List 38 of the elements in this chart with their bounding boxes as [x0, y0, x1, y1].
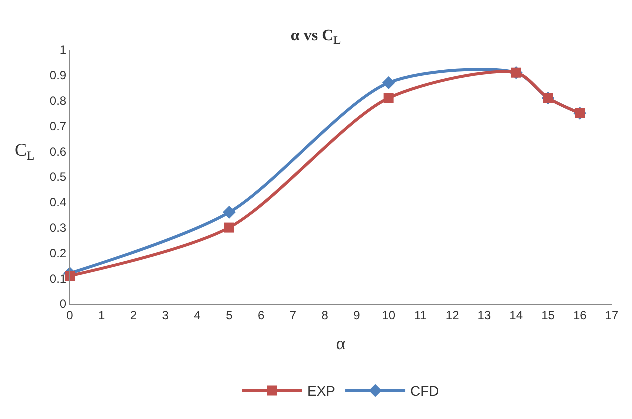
- x-tick-label: 5: [226, 308, 234, 322]
- x-tick-label: 14: [510, 308, 524, 322]
- point: [224, 222, 234, 233]
- point: [382, 76, 396, 90]
- x-tick-label: 16: [573, 308, 588, 322]
- y-tick-label: 0.8: [50, 94, 67, 108]
- x-tick-label: 12: [446, 308, 460, 322]
- x-tick-label: 15: [542, 308, 556, 322]
- y-tick-label: 0.2: [50, 246, 67, 260]
- y-tick-label: 0.7: [50, 119, 67, 134]
- y-tick-label: 0.6: [50, 144, 67, 159]
- y-tick-label: 0.3: [50, 221, 67, 235]
- x-tick-label: 9: [354, 308, 361, 322]
- point: [65, 271, 75, 282]
- x-tick-label: 2: [130, 308, 138, 322]
- legend-label: EXP: [308, 383, 336, 400]
- x-tick-label: 7: [290, 308, 297, 322]
- chart-title: α vs C$_{L}$: [290, 28, 342, 47]
- y-tick-label: 0.5: [50, 170, 67, 184]
- point: [384, 93, 394, 104]
- x-axis-title: α: [336, 334, 346, 354]
- x-tick-label: 17: [605, 308, 619, 322]
- y-tick-label: 0.9: [50, 68, 67, 83]
- y-tick-label: 1: [60, 43, 67, 58]
- point: [222, 206, 236, 220]
- x-tick-label: 10: [382, 308, 396, 322]
- y-axis-title: C$_{L}$: [15, 140, 35, 163]
- x-tick-label: 11: [414, 308, 428, 322]
- x-tick-label: 3: [162, 308, 170, 322]
- x-tick-label: 13: [478, 308, 492, 322]
- legend-label: CFD: [410, 383, 440, 400]
- x-tick-label: 4: [194, 308, 202, 322]
- y-tick-label: 0.1: [50, 272, 67, 286]
- x-tick-label: 6: [258, 308, 265, 322]
- y-tick-label: 0: [60, 297, 67, 312]
- x-tick-label: 1: [98, 308, 106, 322]
- y-tick-label: 0.4: [50, 196, 67, 210]
- x-tick-label: 8: [322, 308, 329, 322]
